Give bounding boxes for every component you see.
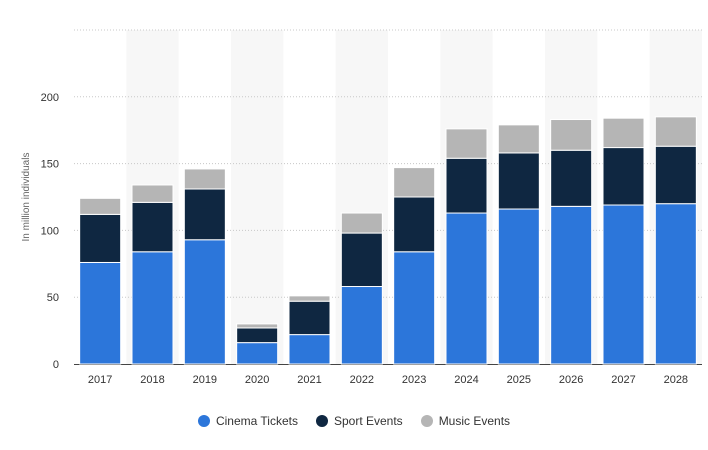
y-axis-ticks: 0 50 100 150 200 <box>41 92 59 371</box>
bar-cinema-tickets-2028[interactable] <box>654 203 697 365</box>
bar-music-events-2025[interactable] <box>497 124 540 154</box>
bar-music-events-2023[interactable] <box>393 167 436 198</box>
bars-group <box>79 116 697 365</box>
legend-label: Sport Events <box>333 414 403 428</box>
bar-sport-events-2024[interactable] <box>445 157 488 214</box>
y-tick-label: 150 <box>41 159 59 171</box>
legend-label: Cinema Tickets <box>215 414 298 428</box>
bar-music-events-2018[interactable] <box>131 184 174 203</box>
bar-sport-events-2027[interactable] <box>602 147 645 206</box>
bar-sport-events-2025[interactable] <box>497 152 540 210</box>
y-tick-label: 50 <box>47 292 59 304</box>
bar-cinema-tickets-2027[interactable] <box>602 204 645 365</box>
bar-cinema-tickets-2017[interactable] <box>79 261 122 365</box>
bar-music-events-2024[interactable] <box>445 128 488 159</box>
bar-sport-events-2026[interactable] <box>550 149 593 207</box>
bar-cinema-tickets-2025[interactable] <box>497 208 540 365</box>
bar-music-events-2026[interactable] <box>550 119 593 151</box>
y-tick-label: 200 <box>41 92 59 104</box>
x-axis-ticks: 2017 2018 2019 2020 2021 2022 2023 2024 2025 2026… <box>88 374 688 386</box>
bar-sport-events-2028[interactable] <box>654 145 697 205</box>
bar-sport-events-2022[interactable] <box>340 232 383 288</box>
x-tick-label: 2021 <box>297 374 321 386</box>
legend-item-music-events[interactable]: Music Events <box>420 414 511 428</box>
bar-cinema-tickets-2023[interactable] <box>393 251 436 365</box>
x-tick-label: 2019 <box>193 374 217 386</box>
y-axis-label: In million individuals <box>21 153 32 242</box>
legend-item-cinema-tickets[interactable]: Cinema Tickets <box>197 414 298 428</box>
bar-music-events-2020[interactable] <box>236 323 279 329</box>
x-tick-label: 2022 <box>350 374 374 386</box>
y-tick-label: 0 <box>53 359 59 371</box>
bar-cinema-tickets-2019[interactable] <box>183 239 226 365</box>
x-tick-label: 2025 <box>507 374 531 386</box>
bar-sport-events-2019[interactable] <box>183 188 226 241</box>
bar-sport-events-2021[interactable] <box>288 300 331 336</box>
x-tick-label: 2020 <box>245 374 269 386</box>
bar-cinema-tickets-2020[interactable] <box>236 342 279 365</box>
legend-marker-icon <box>420 415 433 427</box>
bar-cinema-tickets-2021[interactable] <box>288 334 331 365</box>
bar-sport-events-2023[interactable] <box>393 196 436 253</box>
bar-sport-events-2017[interactable] <box>79 213 122 263</box>
stacked-bar-chart: 0 50 100 150 200 2017 2018 2019 2020 2021 2022 202… <box>21 29 702 386</box>
x-tick-label: 2023 <box>402 374 426 386</box>
legend-marker-icon <box>315 415 328 427</box>
x-tick-label: 2024 <box>454 374 478 386</box>
bar-music-events-2027[interactable] <box>602 117 645 149</box>
bar-cinema-tickets-2022[interactable] <box>340 286 383 365</box>
bar-cinema-tickets-2018[interactable] <box>131 251 174 365</box>
legend: Cinema Tickets Sport Events Music Events <box>0 410 708 432</box>
bar-cinema-tickets-2024[interactable] <box>445 212 488 365</box>
bar-cinema-tickets-2026[interactable] <box>550 205 593 365</box>
x-tick-label: 2028 <box>664 374 688 386</box>
y-tick-label: 100 <box>41 225 59 237</box>
legend-marker-icon <box>197 415 210 427</box>
legend-item-sport-events[interactable]: Sport Events <box>315 414 403 428</box>
column-band <box>231 30 284 364</box>
legend-label: Music Events <box>438 414 511 428</box>
bar-music-events-2021[interactable] <box>288 295 331 302</box>
bar-sport-events-2020[interactable] <box>236 327 279 344</box>
x-tick-label: 2026 <box>559 374 583 386</box>
x-tick-label: 2018 <box>140 374 164 386</box>
bar-music-events-2022[interactable] <box>340 212 383 234</box>
gridlines <box>74 29 702 365</box>
bar-music-events-2019[interactable] <box>183 168 226 190</box>
x-tick-label: 2027 <box>611 374 635 386</box>
bar-music-events-2017[interactable] <box>79 197 122 215</box>
bar-sport-events-2018[interactable] <box>131 201 174 253</box>
bar-music-events-2028[interactable] <box>654 116 697 147</box>
x-tick-label: 2017 <box>88 374 112 386</box>
